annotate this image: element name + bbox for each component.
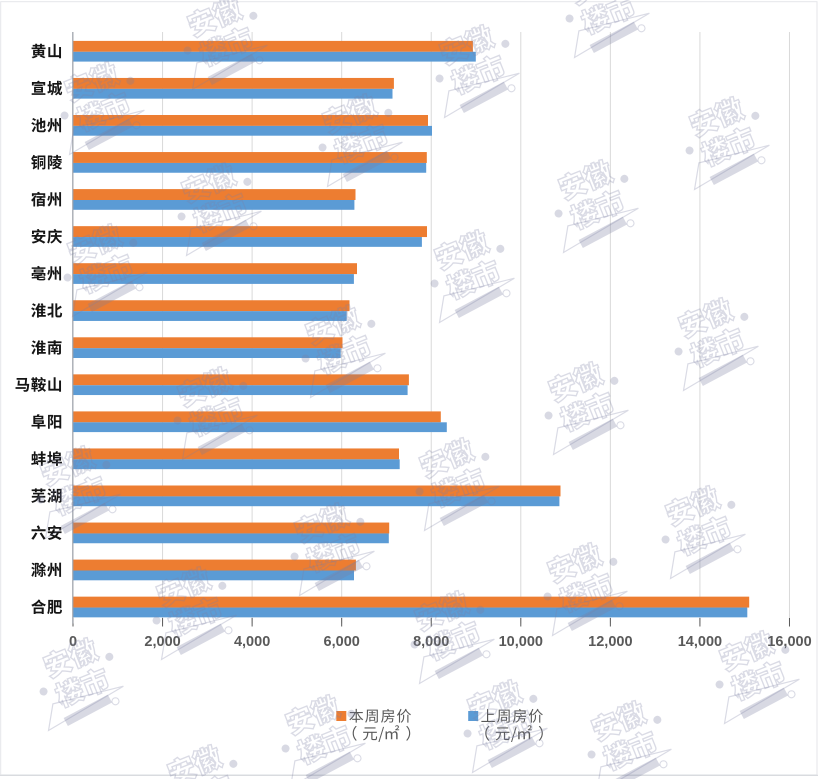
- svg-text:4,000: 4,000: [234, 634, 270, 650]
- svg-text:14,000: 14,000: [678, 634, 722, 650]
- svg-text:10,000: 10,000: [499, 634, 543, 650]
- svg-text:6,000: 6,000: [324, 634, 360, 650]
- svg-text:12,000: 12,000: [588, 634, 632, 650]
- svg-text:8,000: 8,000: [413, 634, 449, 650]
- svg-text:2,000: 2,000: [144, 634, 180, 650]
- svg-text:0: 0: [69, 634, 77, 650]
- svg-text:16,000: 16,000: [767, 634, 811, 650]
